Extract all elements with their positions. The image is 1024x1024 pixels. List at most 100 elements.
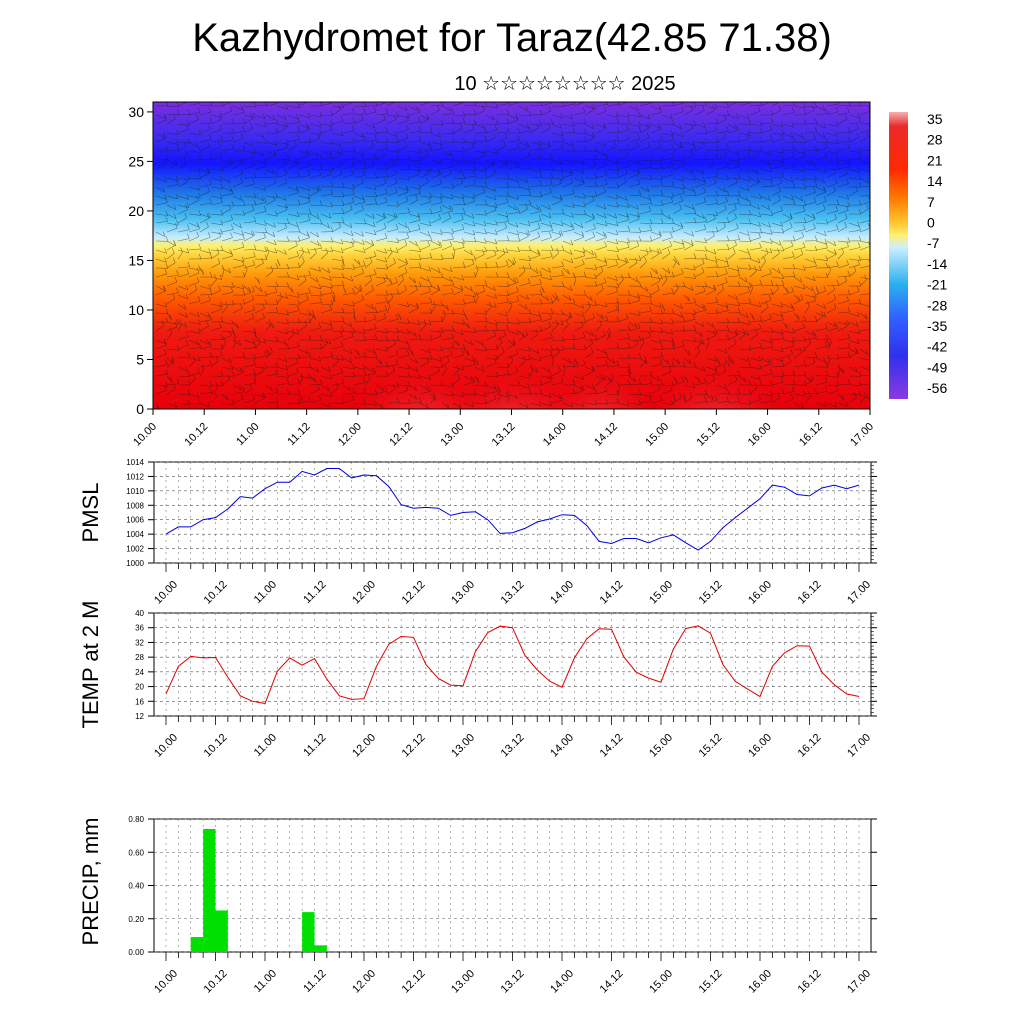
wind-barb-tick (868, 215, 870, 219)
wind-barb (507, 343, 516, 350)
wind-barb-tick (242, 233, 245, 239)
wind-barb (584, 218, 595, 224)
wind-barb (320, 213, 331, 219)
wind-barb (309, 399, 321, 404)
wind-barb (276, 182, 287, 188)
wind-barb (177, 402, 190, 406)
wind-barb-tick (407, 318, 410, 325)
wind-barb-tick (790, 348, 793, 354)
wind-barb (551, 274, 564, 278)
wind-barb (287, 192, 299, 197)
wind-barb-tick (792, 198, 796, 205)
wind-barb-tick (583, 290, 587, 296)
wind-barb (716, 370, 726, 377)
wind-barb-tick (594, 273, 597, 279)
wind-barb-tick (569, 249, 573, 255)
wind-barb-tick (308, 137, 312, 144)
wind-barb (232, 372, 244, 377)
wind-barb-tick (660, 189, 664, 196)
wind-barb-tick (362, 328, 366, 334)
wind-barb-tick (275, 211, 278, 217)
wind-barb (276, 383, 289, 386)
wind-barb (683, 148, 696, 152)
wind-barb (793, 229, 806, 233)
wind-barb-tick (175, 139, 179, 145)
wind-barb-tick (252, 394, 255, 400)
wind-barb (804, 362, 815, 368)
wind-barb-tick (174, 276, 178, 282)
wind-barb (452, 212, 465, 215)
wind-barb (606, 276, 618, 281)
wind-barb-tick (693, 190, 697, 196)
wind-barb (364, 231, 377, 236)
wind-barb-tick (704, 237, 707, 243)
wind-barb-tick (803, 315, 807, 321)
wind-barb (199, 364, 212, 368)
wind-barb-tick (593, 223, 596, 229)
wind-barb-tick (835, 131, 838, 137)
wind-barb (386, 132, 398, 137)
wind-barb-tick (824, 323, 828, 329)
wind-barb-tick (525, 329, 528, 336)
wind-barb (386, 163, 396, 170)
wind-barb-tick (858, 235, 862, 241)
wind-barb-tick (438, 331, 442, 337)
wind-barb (760, 204, 770, 211)
wind-barb-tick (394, 168, 397, 174)
wind-barb-tick (341, 398, 345, 404)
wind-barb (529, 220, 542, 224)
wind-barb-tick (580, 222, 584, 228)
wind-barb-tick (780, 355, 784, 362)
wind-barb-tick (440, 380, 444, 386)
wind-barb (441, 166, 454, 170)
wind-barb (232, 339, 242, 346)
wind-barb (232, 149, 245, 152)
wind-barb-tick (219, 274, 223, 280)
wind-barb-tick (371, 239, 374, 246)
wind-barb-tick (198, 265, 201, 271)
wind-barb (518, 130, 531, 134)
wind-barb-tick (591, 104, 594, 111)
colorbar-label: 14 (927, 173, 943, 189)
wind-barb-tick (649, 305, 652, 312)
wind-barb-tick (660, 162, 664, 168)
wind-barb (331, 141, 342, 148)
wind-barb-tick (461, 391, 465, 397)
wind-barb-tick (208, 106, 212, 113)
wind-barb (507, 276, 516, 283)
wind-barb (705, 393, 714, 400)
wind-barb (683, 357, 692, 365)
wind-barb-tick (844, 213, 848, 219)
wind-barb (683, 294, 690, 302)
wind-barb-tick (777, 392, 781, 398)
wind-barb (837, 240, 850, 243)
wind-barb-tick (823, 312, 827, 318)
wind-barb-tick (162, 231, 166, 237)
wind-barb (782, 218, 793, 224)
wind-barb (661, 292, 674, 296)
wind-barb-tick (627, 161, 630, 167)
wind-barb-tick (713, 213, 716, 219)
wind-barb (716, 282, 728, 287)
wind-barb-tick (770, 229, 773, 235)
wind-barb-tick (325, 247, 328, 254)
wind-barb (221, 303, 234, 306)
wind-barb-tick (352, 117, 355, 123)
wind-barb (386, 119, 397, 125)
wind-barb-tick (297, 300, 301, 306)
wind-barb (716, 362, 728, 368)
wind-barb (276, 375, 289, 378)
wind-barb (639, 114, 651, 120)
wind-barb-tick (723, 221, 726, 228)
wind-barb-tick (516, 229, 520, 236)
wind-barb-tick (612, 358, 616, 364)
wind-barb-tick (548, 267, 551, 273)
wind-barb (243, 141, 254, 147)
wind-barb-tick (352, 307, 356, 314)
wind-barb-tick (385, 171, 388, 177)
wind-barb-tick (726, 174, 729, 180)
wind-barb-tick (383, 178, 387, 184)
wind-barb-tick (770, 180, 774, 187)
wind-barb-tick (384, 256, 388, 263)
wind-barb-tick (591, 249, 594, 256)
